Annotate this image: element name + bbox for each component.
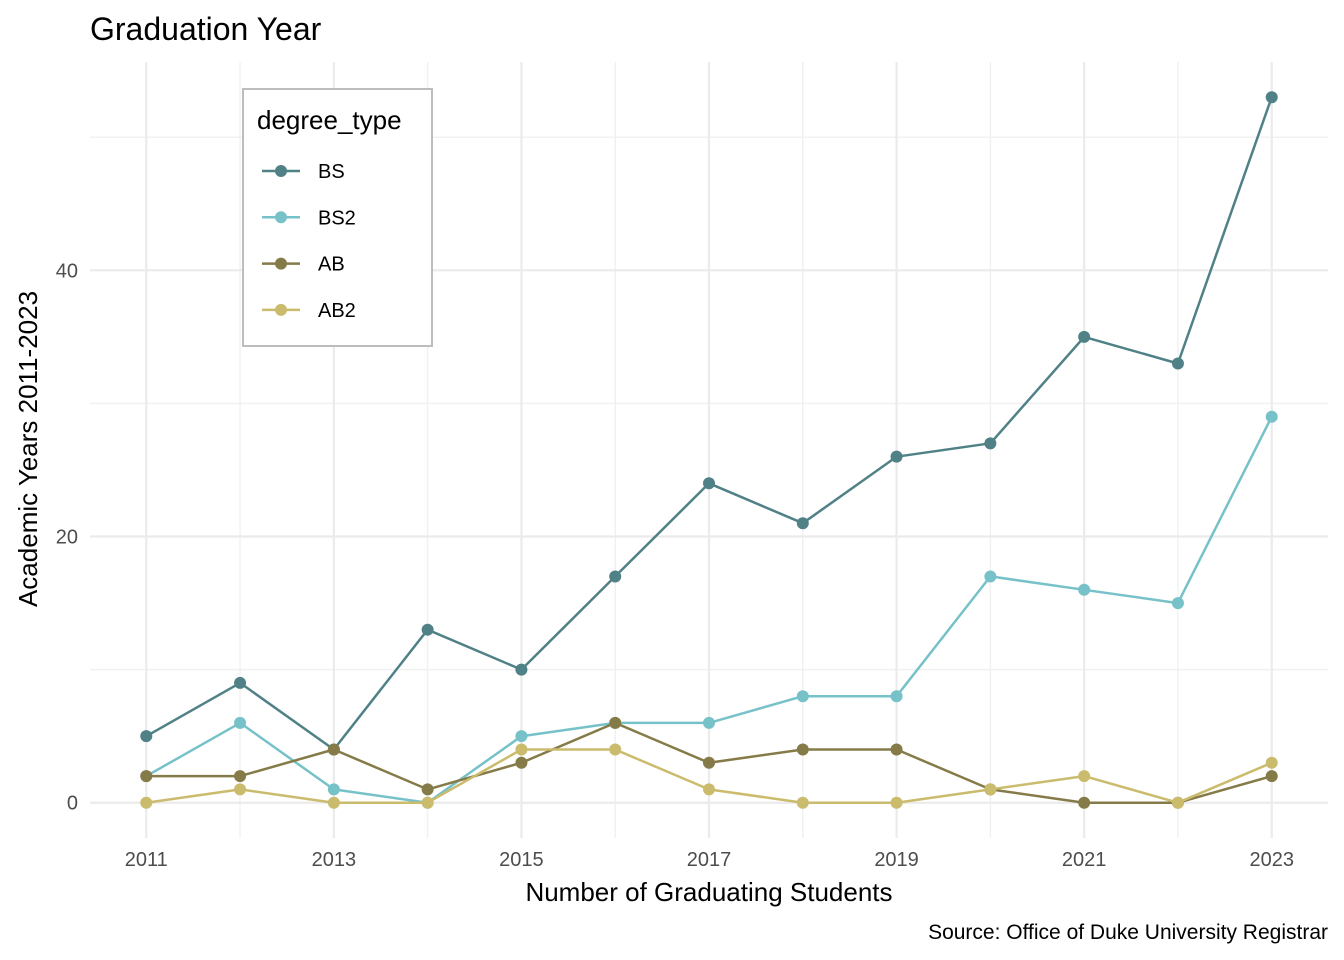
- data-point-ab: [1078, 796, 1091, 809]
- series-bs2: [140, 410, 1278, 809]
- x-tick-label: 2023: [1249, 849, 1294, 871]
- y-tick-label: 20: [56, 527, 78, 549]
- data-point-ab2: [234, 783, 247, 796]
- legend-item-bs2: BS2: [262, 207, 356, 229]
- legend-swatch-point: [275, 303, 287, 316]
- legend-item-ab2: AB2: [262, 300, 356, 322]
- x-tick-label: 2011: [125, 849, 168, 871]
- legend-label: BS2: [318, 207, 356, 229]
- y-tick-label: 40: [56, 260, 78, 282]
- y-tick-label: 0: [67, 793, 78, 815]
- data-point-bs: [1265, 91, 1278, 104]
- data-point-ab: [609, 716, 622, 729]
- data-point-ab2: [140, 796, 153, 809]
- data-point-bs2: [515, 730, 528, 743]
- legend-swatch-point: [275, 211, 287, 224]
- legend-items: BS BS2 AB AB2: [262, 161, 356, 322]
- data-point-bs: [1078, 330, 1091, 343]
- data-point-ab2: [1078, 770, 1091, 783]
- data-point-ab: [515, 756, 528, 769]
- data-point-bs: [1171, 357, 1184, 370]
- data-point-bs: [890, 450, 903, 463]
- data-point-ab: [703, 756, 715, 769]
- data-point-ab2: [421, 796, 434, 809]
- data-point-bs: [421, 623, 434, 636]
- legend-item-bs: BS: [262, 161, 345, 183]
- data-point-bs2: [796, 690, 809, 703]
- data-point-bs2: [1078, 583, 1091, 596]
- chart-title: Graduation Year: [90, 11, 322, 47]
- data-point-bs: [984, 437, 997, 450]
- x-axis-label: Number of Graduating Students: [525, 877, 892, 907]
- legend-item-ab: AB: [262, 254, 345, 276]
- data-point-ab2: [1265, 756, 1278, 769]
- x-tick-label: 2017: [687, 849, 732, 871]
- legend-label: AB: [318, 254, 345, 276]
- data-point-ab: [796, 743, 809, 756]
- data-point-bs2: [1265, 410, 1278, 423]
- y-axis-label: Academic Years 2011-2023: [13, 291, 43, 607]
- data-point-bs: [703, 477, 715, 490]
- data-point-ab2: [327, 796, 340, 809]
- tick-labels: 2011 2013 2015 2017 2019 2021 2023 0 20 40: [56, 260, 1294, 871]
- x-tick-label: 2019: [874, 849, 919, 871]
- data-point-bs2: [984, 570, 997, 583]
- chart-caption: Source: Office of Duke University Regist…: [928, 921, 1328, 944]
- legend-swatch-point: [275, 257, 287, 270]
- data-point-ab2: [796, 796, 809, 809]
- data-point-bs: [796, 517, 809, 530]
- data-point-bs2: [890, 690, 903, 703]
- legend-label: BS: [318, 161, 345, 183]
- legend-title: degree_type: [257, 105, 402, 135]
- data-point-ab2: [1171, 796, 1184, 809]
- data-point-ab2: [984, 783, 997, 796]
- series-ab2: [140, 743, 1278, 809]
- data-point-ab2: [890, 796, 903, 809]
- legend: degree_type BS BS2 AB AB2: [242, 88, 433, 347]
- data-point-bs: [140, 730, 153, 743]
- data-point-ab2: [609, 743, 622, 756]
- data-point-ab: [890, 743, 903, 756]
- data-point-bs2: [234, 716, 247, 729]
- data-point-ab2: [703, 783, 715, 796]
- legend-label: AB2: [318, 300, 356, 322]
- legend-swatch-point: [275, 165, 287, 177]
- data-point-bs: [234, 676, 247, 689]
- data-point-ab: [421, 783, 434, 796]
- data-point-ab: [327, 743, 340, 756]
- data-point-bs2: [703, 716, 715, 729]
- series-layer: [140, 91, 1278, 809]
- data-point-bs2: [327, 783, 340, 796]
- data-point-bs2: [1171, 597, 1184, 610]
- data-point-ab2: [515, 743, 528, 756]
- data-point-ab: [1265, 770, 1278, 783]
- data-point-bs: [515, 663, 528, 676]
- data-point-bs: [609, 570, 622, 583]
- x-tick-label: 2015: [499, 849, 544, 871]
- x-tick-label: 2013: [312, 849, 357, 871]
- data-point-ab: [140, 770, 153, 783]
- x-tick-label: 2021: [1062, 849, 1107, 871]
- data-point-ab: [234, 770, 247, 783]
